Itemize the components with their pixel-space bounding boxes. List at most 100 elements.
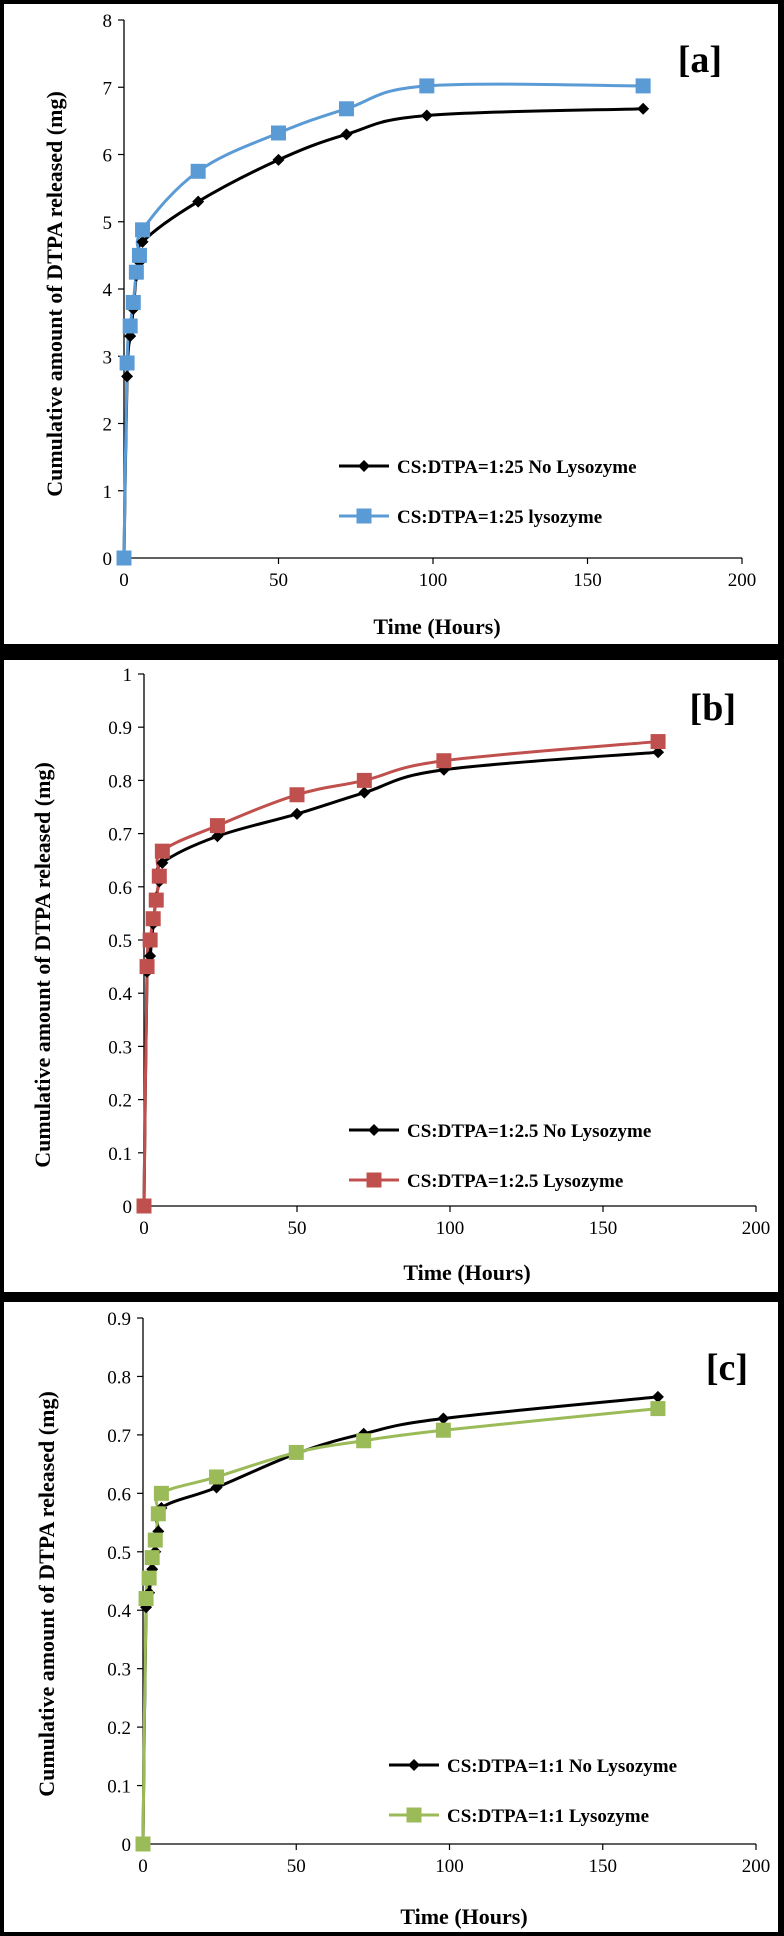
legend-marker	[406, 1807, 422, 1823]
data-point	[650, 1401, 666, 1417]
series-line-2	[122, 82, 644, 559]
y-tick-label: 0.2	[108, 1091, 132, 1112]
legend-marker	[366, 1172, 382, 1188]
legend: CS:DTPA=1:1 No Lysozyme CS:DTPA=1:1 Lysoz…	[389, 1756, 677, 1827]
y-tick-label: 0.5	[108, 931, 132, 952]
x-tick-label: 100	[435, 1856, 464, 1877]
y-tick-label: 0.9	[107, 1309, 131, 1330]
x-axis-label: Time (Hours)	[403, 1260, 530, 1285]
x-tick-label: 50	[287, 1856, 306, 1877]
legend-marker	[408, 1759, 420, 1771]
data-point	[356, 772, 372, 788]
legend-label: CS:DTPA=1:25 No Lysozyme	[397, 457, 637, 478]
y-tick-label: 4	[103, 280, 113, 301]
legend-label: CS:DTPA=1:1 Lysozyme	[447, 1806, 649, 1827]
panel-label: [c]	[706, 1347, 748, 1389]
x-tick-label: 200	[742, 1856, 771, 1877]
y-tick-label: 7	[103, 78, 113, 99]
series-points-1	[138, 746, 665, 1212]
series-points-2	[116, 78, 651, 566]
y-tick-label: 0	[103, 549, 113, 570]
data-point	[358, 786, 371, 799]
data-point	[135, 1836, 151, 1852]
y-tick-label: 0.7	[108, 825, 132, 846]
data-point	[119, 355, 135, 371]
chart-panel-b: Cumulative amount of DTPA released (mg) …	[4, 660, 778, 1292]
y-tick-label: 0.3	[107, 1660, 131, 1681]
x-tick-label: 0	[119, 570, 129, 591]
x-tick-label: 150	[589, 1218, 618, 1239]
y-tick-label: 0.6	[108, 878, 132, 899]
y-tick-label: 1	[123, 665, 133, 686]
y-tick-label: 0.6	[107, 1484, 131, 1505]
data-point	[156, 856, 169, 869]
series-points-2	[136, 734, 666, 1214]
data-point	[419, 78, 435, 94]
data-point	[338, 101, 354, 117]
data-point	[145, 911, 161, 927]
y-tick-label: 3	[103, 347, 113, 368]
y-tick-label: 0.3	[108, 1037, 132, 1058]
panel-label: [a]	[678, 39, 722, 81]
data-point	[150, 1506, 166, 1522]
data-point	[153, 1485, 169, 1501]
data-point	[190, 163, 206, 179]
x-tick-label: 150	[589, 1856, 618, 1877]
x-axis-label: Time (Hours)	[373, 614, 500, 639]
x-tick-label: 200	[728, 570, 757, 591]
y-axis-label: Cumulative amount of DTPA released (mg)	[30, 762, 55, 1168]
data-point	[209, 1469, 225, 1485]
x-tick-label: 0	[139, 1218, 149, 1239]
y-tick-label: 0.5	[107, 1543, 131, 1564]
data-point	[289, 787, 305, 803]
y-tick-label: 0.9	[108, 718, 132, 739]
y-tick-label: 0.8	[107, 1367, 131, 1388]
legend-marker	[358, 460, 370, 472]
x-tick-label: 100	[436, 1218, 465, 1239]
legend-label: CS:DTPA=1:2.5 No Lysozyme	[407, 1121, 651, 1142]
data-point	[356, 1433, 372, 1449]
series-points-1	[137, 1390, 664, 1850]
data-point	[122, 318, 138, 334]
data-point	[420, 109, 433, 122]
y-tick-label: 0.4	[107, 1601, 131, 1622]
data-point	[211, 830, 224, 843]
y-axis-label: Cumulative amount of DTPA released (mg)	[34, 1391, 59, 1797]
y-tick-label: 0.8	[108, 771, 132, 792]
legend-label: CS:DTPA=1:1 No Lysozyme	[447, 1756, 677, 1777]
data-point	[272, 153, 285, 166]
data-point	[635, 78, 651, 94]
data-point	[139, 959, 155, 975]
data-point	[340, 128, 353, 141]
x-tick-label: 50	[269, 570, 288, 591]
chart-b-svg: Cumulative amount of DTPA released (mg) …	[30, 665, 770, 1285]
legend: CS:DTPA=1:2.5 No Lysozyme CS:DTPA=1:2.5 L…	[349, 1121, 651, 1192]
y-tick-label: 0.7	[107, 1426, 131, 1447]
data-point	[116, 550, 132, 566]
data-point	[144, 1550, 160, 1566]
data-point	[131, 247, 147, 263]
data-point	[136, 1198, 152, 1214]
legend-marker	[356, 508, 372, 524]
data-point	[288, 1444, 304, 1460]
x-axis-label: Time (Hours)	[400, 1904, 527, 1929]
y-tick-label: 0.1	[107, 1777, 131, 1798]
y-tick-label: 2	[103, 415, 113, 436]
data-point	[141, 1570, 157, 1586]
data-point	[142, 932, 158, 948]
x-tick-label: 50	[288, 1218, 307, 1239]
data-point	[144, 949, 157, 962]
y-tick-label: 0	[122, 1835, 132, 1856]
legend: CS:DTPA=1:25 No Lysozyme CS:DTPA=1:25 lys…	[339, 457, 637, 528]
panel-label: [b]	[690, 687, 736, 729]
legend-label: CS:DTPA=1:25 lysozyme	[397, 507, 602, 528]
data-point	[637, 102, 650, 115]
y-tick-label: 0.1	[108, 1144, 132, 1165]
y-tick-label: 1	[103, 482, 113, 503]
data-point	[121, 370, 134, 383]
series-points-2	[135, 1401, 666, 1852]
data-point	[192, 195, 205, 208]
chart-c-svg: Cumulative amount of DTPA released (mg) …	[34, 1309, 771, 1929]
y-tick-label: 8	[103, 11, 113, 32]
y-axis-label: Cumulative amount of DTPA released (mg)	[42, 91, 67, 497]
